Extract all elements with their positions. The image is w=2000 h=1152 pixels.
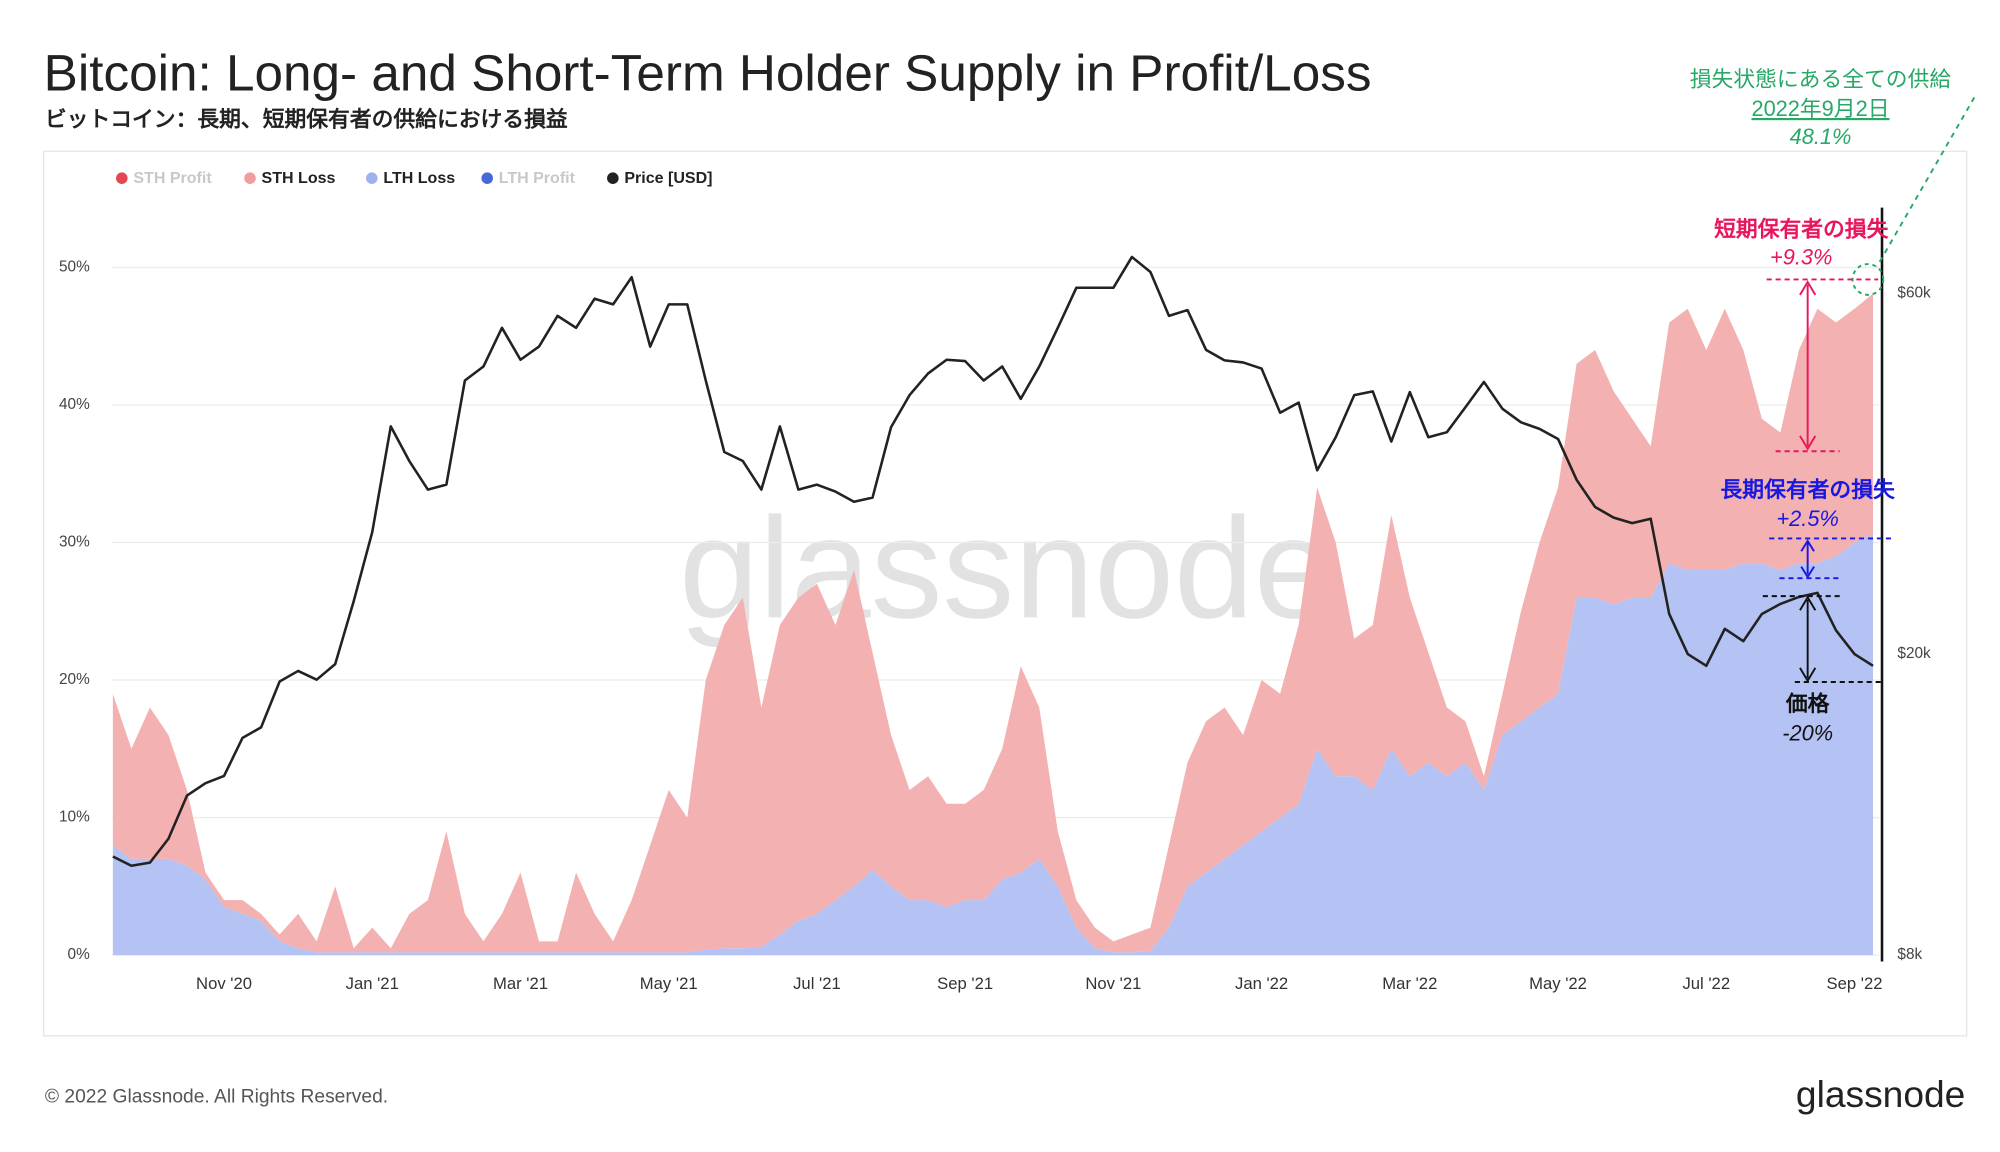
x-tick-label: Nov '21 (1085, 974, 1141, 993)
y2-tick-label: $8k (1897, 946, 1922, 963)
x-tick-label: Jan '22 (1235, 974, 1288, 993)
annotation-text: 短期保有者の損失 (1714, 217, 1888, 242)
legend-label: LTH Profit (499, 169, 576, 187)
annotation-arrowheads (1800, 539, 1815, 579)
annotation-pointer (1876, 96, 1976, 268)
x-tick-label: Sep '22 (1827, 974, 1883, 993)
y-tick-label: 40% (59, 396, 90, 413)
legend-marker (244, 172, 256, 184)
logo: glassnode (1796, 1073, 1965, 1115)
y-tick-label: 30% (59, 534, 90, 551)
x-tick-label: May '21 (640, 974, 698, 993)
y-tick-label: 50% (59, 259, 90, 276)
legend-marker (607, 172, 619, 184)
y2-tick-label: $60k (1897, 284, 1931, 301)
annotation-arrowheads (1799, 280, 1817, 451)
watermark: glassnode (679, 488, 1334, 648)
annotation-text: +2.5% (1776, 506, 1838, 531)
legend-label: STH Profit (133, 169, 212, 187)
annotation-arrowheads (1799, 595, 1817, 683)
area (112, 534, 1874, 956)
x-tick-label: Jan '21 (346, 974, 399, 993)
legend-marker (366, 172, 378, 184)
y-tick-label: 10% (59, 809, 90, 826)
footer: © 2022 Glassnode. All Rights Reserved. (45, 1086, 388, 1107)
annotation-text: -20% (1782, 720, 1833, 745)
annotation-text: 2022年9月2日 (1751, 96, 1889, 121)
annotation-text: 損失状態にある全ての供給 (1690, 67, 1952, 92)
annotation-text: 長期保有者の損失 (1721, 477, 1895, 502)
x-tick-label: Sep '21 (937, 974, 993, 993)
annotation-text: 48.1% (1790, 124, 1852, 149)
y2-tick-label: $20k (1897, 645, 1931, 662)
y-tick-label: 0% (68, 946, 91, 963)
price-line (112, 255, 1874, 868)
legend-marker (116, 172, 128, 184)
annotations: 損失状態にある全ての供給 2022年9月2日 48.1% 短期保有者の損失 +9… (1690, 67, 1976, 962)
x-tick-label: Jul '22 (1682, 974, 1730, 993)
legend-label: LTH Loss (383, 169, 455, 187)
chart-subtitle: ビットコイン：長期、短期保有者の供給における損益 (45, 106, 568, 131)
legend-marker (481, 172, 493, 184)
annotation-text: +9.3% (1770, 245, 1832, 270)
x-tick-label: Mar '22 (1382, 974, 1437, 993)
chart-title: Bitcoin: Long- and Short-Term Holder Sup… (44, 44, 1372, 101)
plot-area: 0% 10% 20% 30% 40% 50% $8k $20k $60k Nov '20 Jan '… (59, 169, 1931, 993)
x-tick-label: May '22 (1529, 974, 1587, 993)
x-tick-label: Nov '20 (196, 974, 252, 993)
x-tick-label: Jul '21 (793, 974, 841, 993)
legend-label: STH Loss (262, 169, 336, 187)
x-tick-label: Mar '21 (493, 974, 548, 993)
y-tick-label: 20% (59, 671, 90, 688)
chart-frame (42, 150, 1968, 1037)
legend-label: Price [USD] (624, 169, 712, 187)
annotation-text: 価格 (1785, 691, 1831, 716)
area (112, 293, 1874, 953)
